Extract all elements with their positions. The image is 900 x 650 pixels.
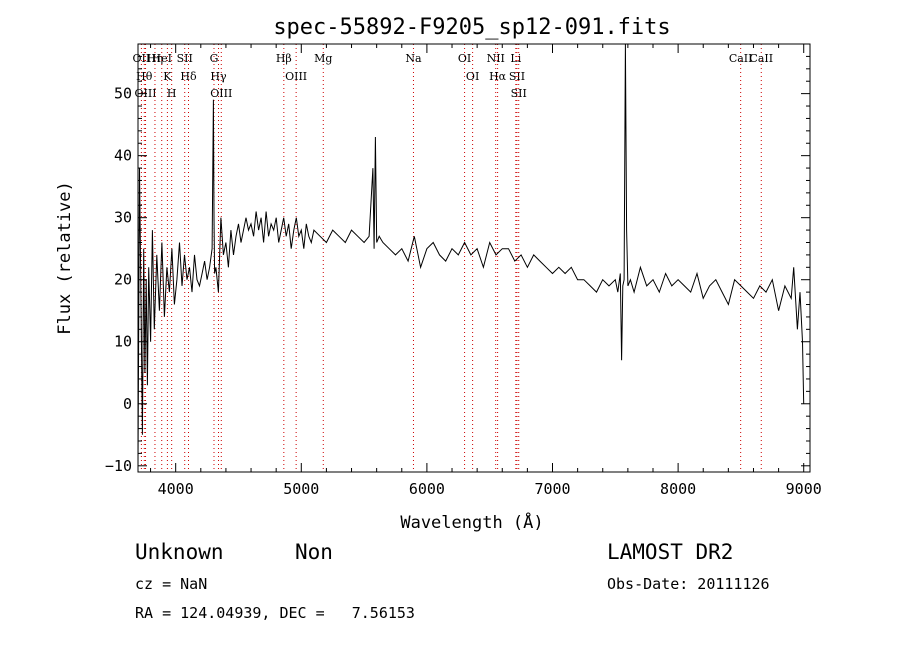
- marker-label: Hγ: [210, 70, 227, 83]
- y-tick-label: 20: [114, 271, 132, 289]
- marker-label: Li: [510, 52, 521, 65]
- marker-label: CaII: [749, 52, 773, 65]
- marker-label: NII: [487, 52, 505, 65]
- marker-label: Hα: [489, 70, 507, 83]
- marker-label: SII: [511, 87, 527, 100]
- y-tick-label: 40: [114, 147, 132, 165]
- x-tick-label: 5000: [283, 480, 319, 498]
- marker-label: HeI: [152, 52, 172, 65]
- marker-label: H: [167, 87, 177, 100]
- x-tick-label: 4000: [158, 480, 194, 498]
- marker-label: CaII: [729, 52, 753, 65]
- y-tick-label: 0: [123, 395, 132, 413]
- y-axis: −10 0 10 20 30 40 50: [105, 55, 810, 475]
- obs-date-label: Obs-Date: 20111126: [607, 575, 770, 593]
- y-tick-label: −10: [105, 457, 132, 475]
- marker-label: OII: [133, 52, 151, 65]
- y-axis-label: Flux (relative): [55, 181, 75, 335]
- marker-label: Mg: [314, 52, 332, 65]
- y-tick-label: 10: [114, 333, 132, 351]
- y-tick-label: 30: [114, 209, 132, 227]
- x-tick-label: 6000: [409, 480, 445, 498]
- marker-label: SII: [177, 52, 193, 65]
- plot-frame: [137, 43, 811, 473]
- x-tick-label: 8000: [660, 480, 696, 498]
- marker-label: G: [210, 52, 219, 65]
- spectral-class: Unknown: [135, 540, 224, 564]
- x-axis-label: Wavelength (Å): [400, 511, 543, 533]
- spectral-subclass: Non: [295, 540, 333, 564]
- marker-label: OIII: [285, 70, 307, 83]
- marker-label: OIII: [210, 87, 232, 100]
- marker-label: SII: [509, 70, 525, 83]
- coordinates-label: RA = 124.04939, DEC = 7.56153: [135, 604, 415, 622]
- marker-label: Hθ: [136, 70, 153, 83]
- redshift-label: cz = NaN: [135, 575, 208, 593]
- marker-label: Hβ: [276, 52, 292, 65]
- y-tick-label: 50: [114, 85, 132, 103]
- x-axis: 4000 5000 6000 7000 8000 9000: [150, 44, 822, 498]
- survey-label: LAMOST DR2: [607, 540, 734, 564]
- marker-label: OI: [466, 70, 479, 83]
- x-tick-label: 7000: [534, 480, 570, 498]
- marker-label: Hδ: [180, 70, 197, 83]
- marker-label: Na: [405, 52, 422, 65]
- marker-label: OI: [458, 52, 471, 65]
- spectrum-line: [137, 43, 805, 466]
- chart-title: spec-55892-F9205_sp12-091.fits: [273, 15, 670, 40]
- marker-label: Hη: [147, 52, 163, 65]
- x-tick-label: 9000: [786, 480, 822, 498]
- marker-label: K: [163, 70, 172, 83]
